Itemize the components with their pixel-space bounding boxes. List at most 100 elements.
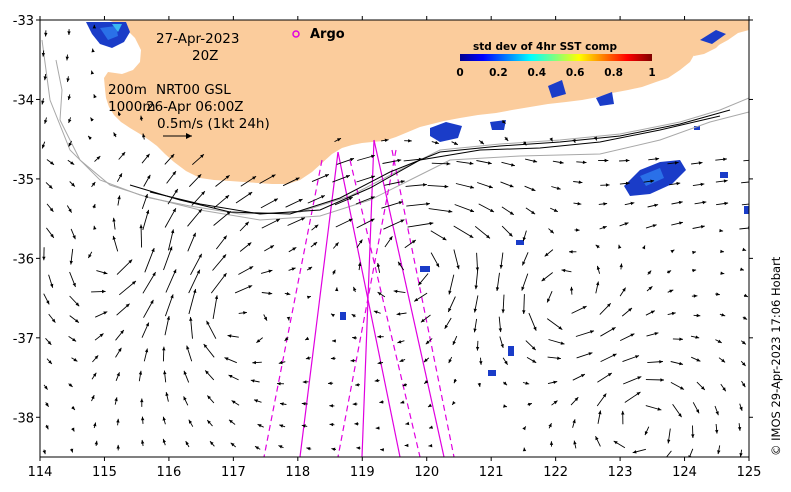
current-arrowhead xyxy=(370,218,375,222)
current-arrowhead xyxy=(65,56,69,61)
current-arrowhead xyxy=(696,358,701,362)
current-arrowhead xyxy=(248,192,253,196)
current-arrowhead xyxy=(678,413,682,418)
current-arrowhead xyxy=(670,249,675,254)
current-arrowhead xyxy=(320,195,325,199)
current-arrowhead xyxy=(488,185,493,189)
current-arrowhead xyxy=(547,298,551,303)
current-arrowhead xyxy=(225,195,230,199)
current-arrow xyxy=(140,224,143,248)
current-arrowhead xyxy=(384,138,389,142)
argo-label: Argo xyxy=(310,27,345,42)
current-arrowhead xyxy=(353,286,357,291)
current-arrowhead xyxy=(423,183,427,187)
current-arrowhead xyxy=(411,240,416,244)
current-arrowhead xyxy=(719,228,724,233)
current-arrowhead xyxy=(116,444,120,449)
current-arrowhead xyxy=(475,346,480,351)
current-arrowhead xyxy=(125,303,130,308)
current-arrowhead xyxy=(750,202,754,205)
current-arrowhead xyxy=(408,139,412,143)
current-arrowhead xyxy=(398,261,402,266)
x-tick-label: 115 xyxy=(92,465,117,480)
current-arrowhead xyxy=(692,268,697,273)
current-arrowhead xyxy=(611,327,616,331)
x-tick-label: 114 xyxy=(28,465,53,480)
current-arrowhead xyxy=(453,141,458,145)
current-arrowhead xyxy=(680,386,684,390)
current-arrowhead xyxy=(630,333,635,337)
current-arrowhead xyxy=(741,362,746,366)
current-arrowhead xyxy=(354,422,358,426)
current-arrowhead xyxy=(511,163,515,167)
current-arrowhead xyxy=(559,160,564,165)
current-arrowhead xyxy=(751,158,755,161)
current-arrowhead xyxy=(647,270,652,275)
current-arrowhead xyxy=(660,378,664,382)
current-arrowhead xyxy=(429,221,434,226)
colorbar-title: std dev of 4hr SST comp xyxy=(473,41,617,53)
depth-1000-label: 1000m xyxy=(108,99,156,115)
current-arrowhead xyxy=(404,443,409,448)
current-arrowhead xyxy=(70,161,75,165)
current-arrowhead xyxy=(170,294,174,299)
current-arrowhead xyxy=(207,420,211,424)
current-arrowhead xyxy=(556,186,561,190)
current-arrowhead xyxy=(473,328,477,333)
y-tick-label: -37 xyxy=(13,332,34,347)
current-arrowhead xyxy=(337,138,341,142)
current-arrow xyxy=(190,253,203,276)
current-arrowhead xyxy=(531,210,536,215)
current-arrowhead xyxy=(173,269,177,274)
current-arrowhead xyxy=(44,385,48,390)
current-arrowhead xyxy=(150,299,154,304)
current-arrowhead xyxy=(473,308,477,313)
current-arrowhead xyxy=(715,429,719,434)
current-arrowhead xyxy=(88,254,92,258)
current-arrowhead xyxy=(139,224,143,229)
current-arrowhead xyxy=(41,144,46,149)
current-arrowhead xyxy=(90,117,94,122)
current-arrow xyxy=(741,181,749,184)
current-arrowhead xyxy=(414,298,419,302)
current-arrowhead xyxy=(306,447,311,451)
current-arrowhead xyxy=(93,225,97,230)
current-arrow xyxy=(188,269,201,294)
current-arrow xyxy=(428,208,453,213)
current-arrowhead xyxy=(648,286,653,291)
current-arrowhead xyxy=(313,242,318,246)
current-arrowhead xyxy=(69,448,74,453)
boundary-current xyxy=(129,109,731,215)
current-arrowhead xyxy=(379,400,384,404)
current-arrowhead xyxy=(358,262,362,267)
current-arrowhead xyxy=(41,100,45,105)
y-tick-label: -35 xyxy=(13,173,34,188)
current-arrowhead xyxy=(723,157,727,161)
current-arrowhead xyxy=(590,330,594,334)
current-arrowhead xyxy=(528,402,532,407)
current-arrowhead xyxy=(595,244,600,249)
current-arrowhead xyxy=(607,373,612,377)
current-arrowhead xyxy=(695,335,700,339)
current-arrow xyxy=(407,222,434,228)
current-arrowhead xyxy=(474,285,478,290)
current-arrowhead xyxy=(397,158,402,163)
current-arrowhead xyxy=(402,383,407,387)
current-arrowhead xyxy=(557,356,561,360)
current-arrowhead xyxy=(42,256,46,261)
current-arrowhead xyxy=(553,208,558,212)
current-arrowhead xyxy=(602,393,607,398)
current-arrowhead xyxy=(301,402,306,406)
current-arrowhead xyxy=(743,293,748,297)
current-arrowhead xyxy=(270,245,274,249)
current-arrow xyxy=(381,201,403,209)
current-arrowhead xyxy=(426,202,430,206)
current-arrowhead xyxy=(676,181,681,186)
current-arrowhead xyxy=(207,395,211,400)
current-arrowhead xyxy=(43,76,47,81)
current-arrowhead xyxy=(737,427,742,431)
current-arrowhead xyxy=(470,208,474,213)
current-arrowhead xyxy=(200,154,204,158)
current-arrowhead xyxy=(224,357,229,361)
current-arrowhead xyxy=(189,317,193,321)
